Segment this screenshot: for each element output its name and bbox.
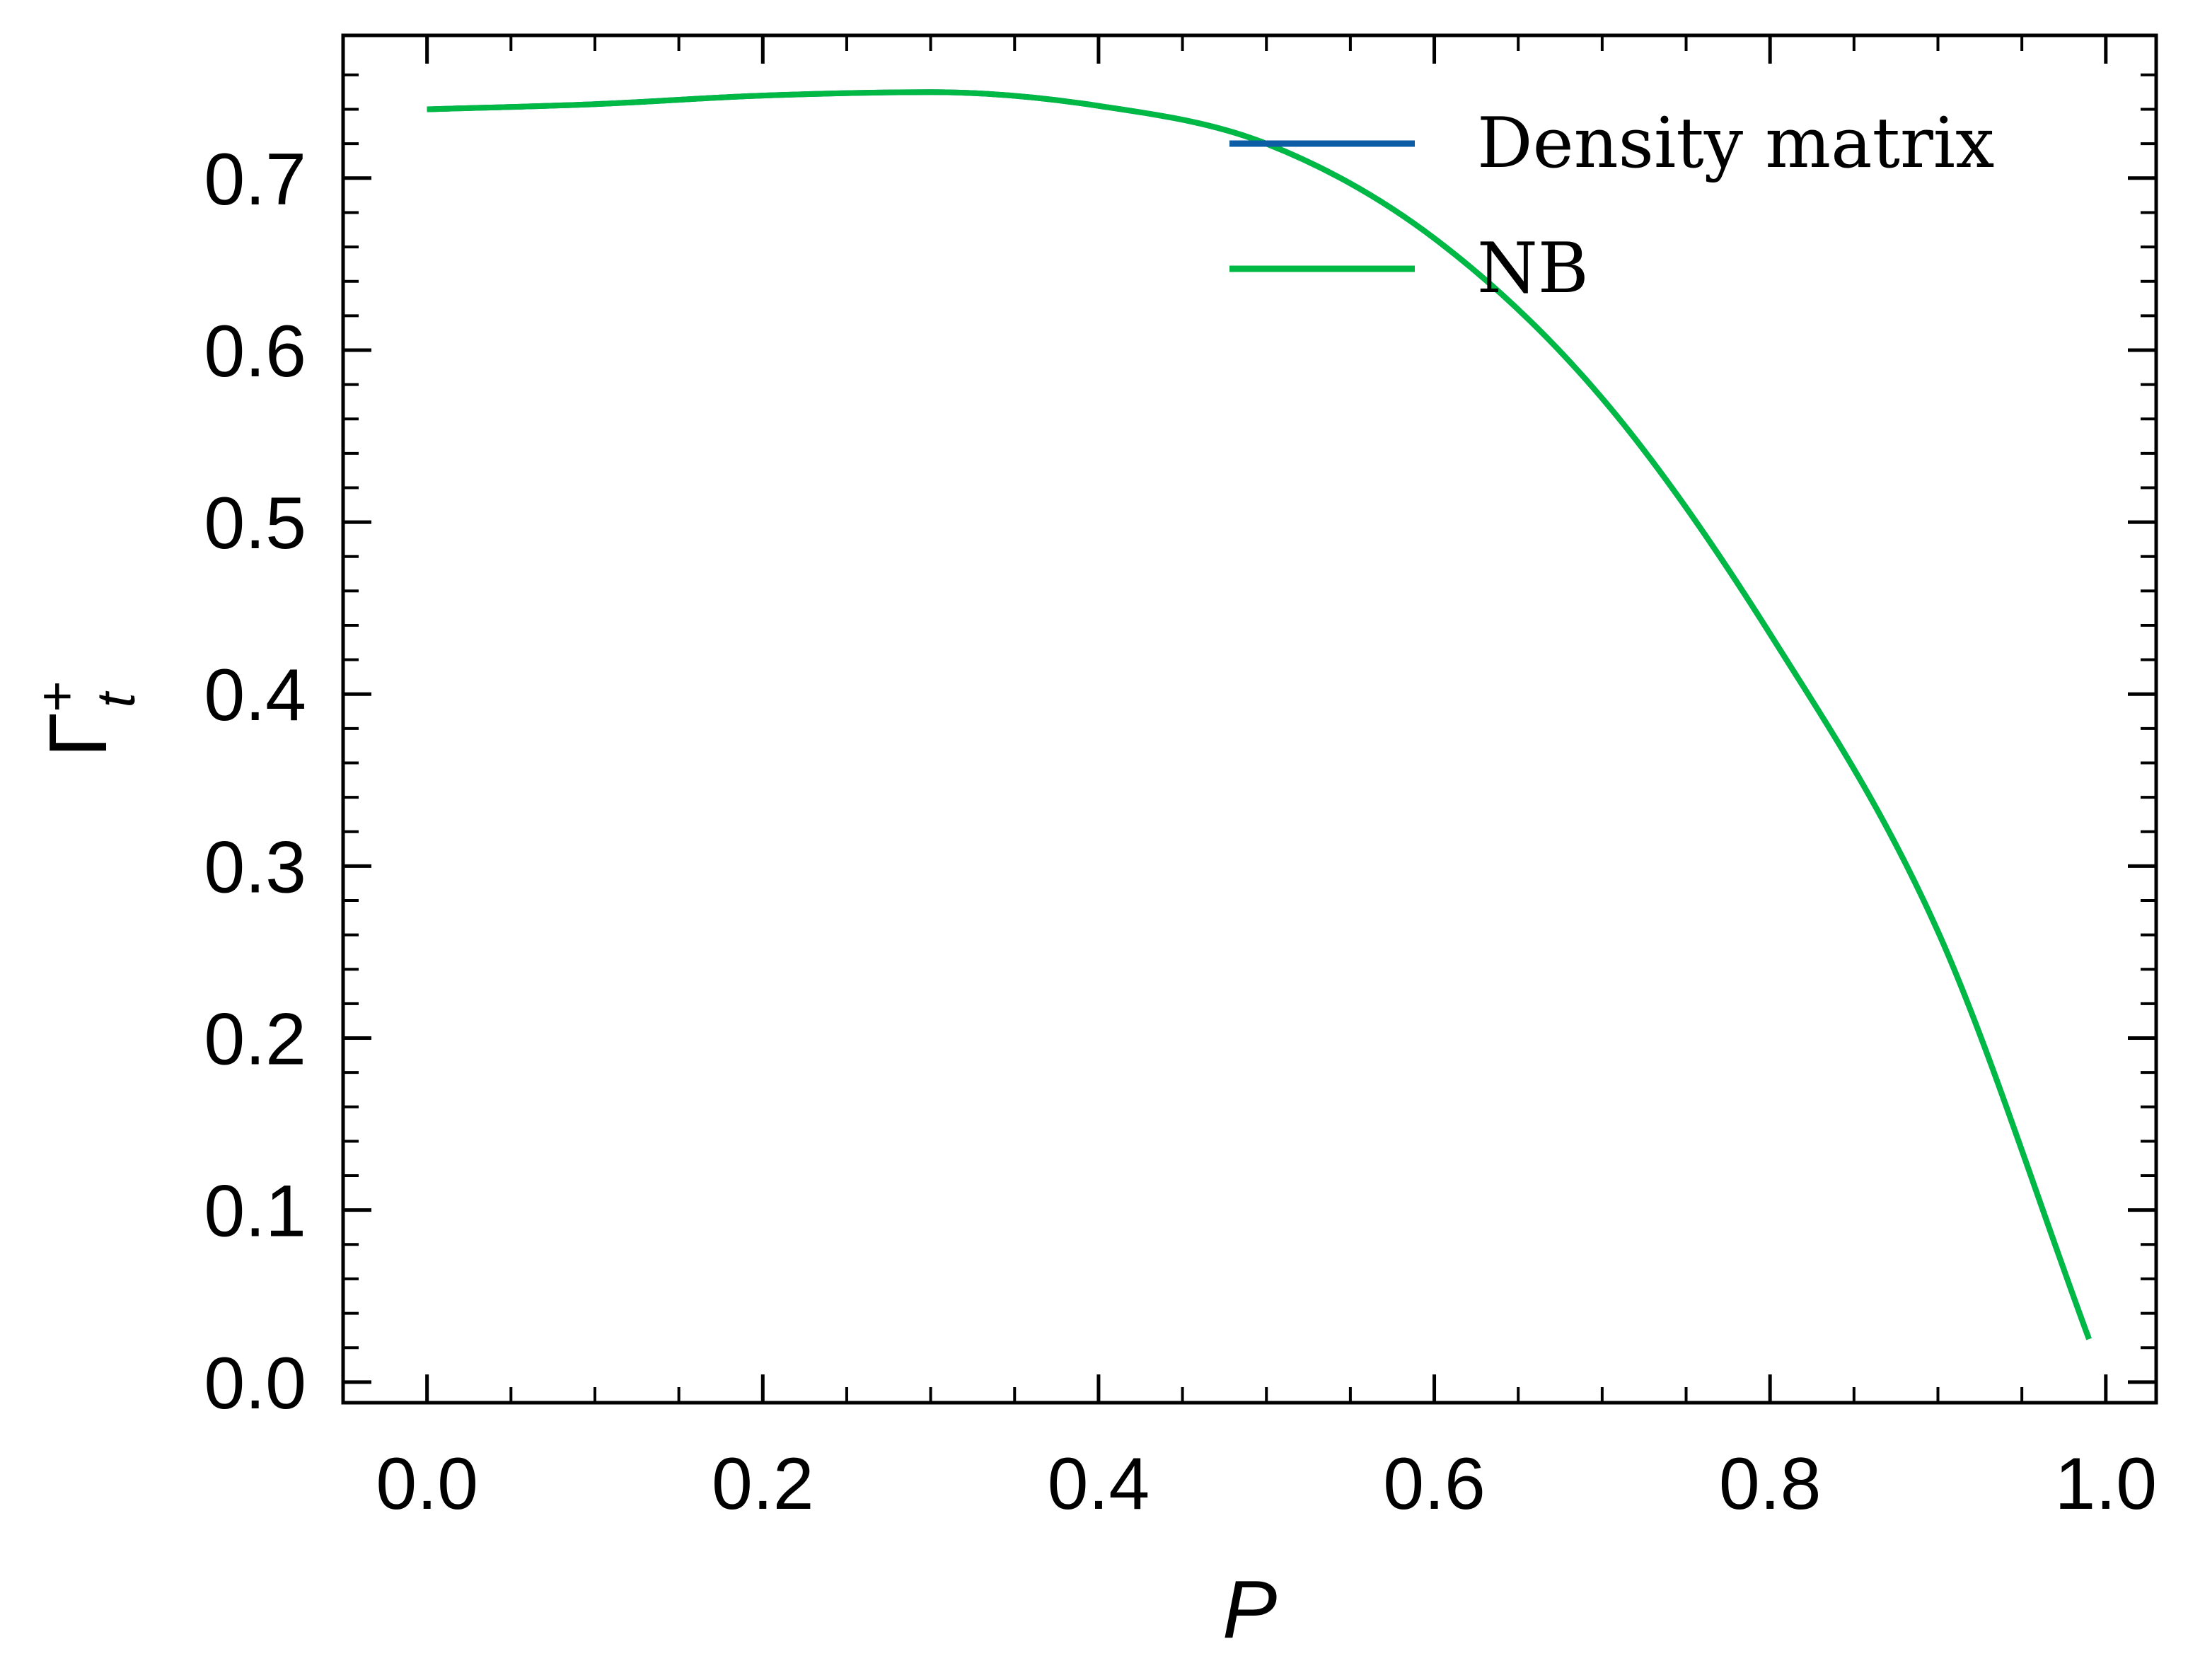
y-tick-label: 0.4 xyxy=(204,654,306,736)
x-tick-label: 1.0 xyxy=(2055,1443,2158,1525)
y-tick-label: 0.0 xyxy=(204,1343,306,1425)
svg-text:Γ+t: Γ+t xyxy=(27,680,146,757)
series-line-density-matrix xyxy=(427,89,2092,1340)
x-tick-label: 0.4 xyxy=(1048,1443,1150,1525)
x-tick-label: 0.0 xyxy=(376,1443,478,1525)
y-tick-label: 0.7 xyxy=(204,139,306,221)
y-tick-label: 0.6 xyxy=(204,311,306,393)
legend-label: NB xyxy=(1477,228,1589,309)
y-axis-label-sup: + xyxy=(27,680,87,712)
plot-area xyxy=(341,33,2158,1405)
y-tick-label: 0.3 xyxy=(204,826,306,908)
legend-label: Density matrix xyxy=(1477,103,1994,184)
x-axis-label: P xyxy=(1222,1563,1277,1655)
axes-frame xyxy=(341,33,2158,1405)
x-tick-label: 0.6 xyxy=(1383,1443,1486,1525)
axis-ticks xyxy=(343,35,2156,1403)
tick-labels: 0.0 0.2 0.4 0.6 0.8 1.0 0.0 0.1 0.2 0.3 0.4 0.5 0.6 0… xyxy=(204,139,2157,1525)
y-tick-label: 0.1 xyxy=(204,1171,306,1253)
y-tick-label: 0.2 xyxy=(204,999,306,1081)
x-tick-label: 0.2 xyxy=(712,1443,814,1525)
series-lines xyxy=(427,89,2092,1340)
y-axis-label: Γ+t xyxy=(27,680,146,757)
y-tick-label: 0.5 xyxy=(204,482,306,564)
y-axis-label-sub: t xyxy=(86,690,146,707)
legend: Density matrix NB xyxy=(1229,103,1994,309)
y-axis-label-base: Γ xyxy=(32,712,124,758)
series-line-nb xyxy=(427,89,2092,1340)
x-tick-label: 0.8 xyxy=(1719,1443,1822,1525)
